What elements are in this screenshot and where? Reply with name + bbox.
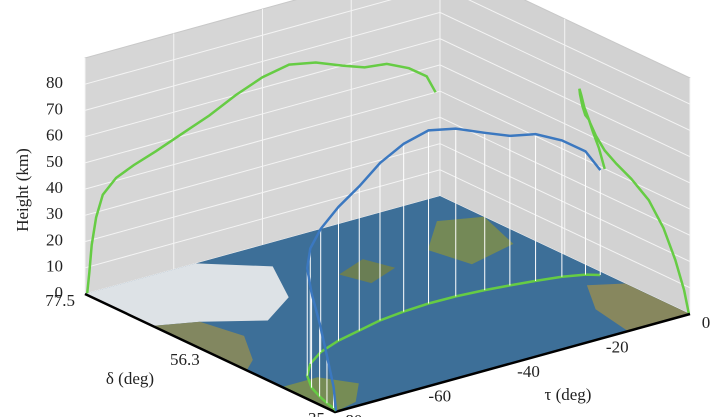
z-axis-label: Height (km): [13, 148, 32, 232]
z-tick-label: 20: [46, 230, 63, 249]
x-tick-label: -80: [340, 411, 363, 417]
z-tick-label: 80: [46, 73, 63, 92]
z-tick-label: 70: [46, 99, 63, 118]
y-axis-label: δ (deg): [106, 369, 154, 388]
z-tick-label: 60: [46, 126, 63, 145]
x-tick-label: -60: [428, 386, 451, 405]
x-tick-label: -40: [517, 362, 540, 381]
z-tick-label: 30: [46, 204, 63, 223]
x-axis-label: τ (deg): [545, 385, 592, 404]
y-tick-label: 56.3: [170, 350, 200, 369]
y-tick-label: 35: [308, 409, 325, 417]
y-tick-label: 77.5: [45, 291, 75, 310]
chart: 01020304050607080-80-60-40-2003556.377.5…: [0, 0, 711, 417]
page: 01020304050607080-80-60-40-2003556.377.5…: [0, 0, 711, 417]
z-tick-label: 50: [46, 152, 63, 171]
z-tick-label: 40: [46, 178, 63, 197]
z-tick-label: 10: [46, 257, 63, 276]
x-tick-label: 0: [702, 313, 711, 332]
x-tick-label: -20: [606, 337, 629, 356]
